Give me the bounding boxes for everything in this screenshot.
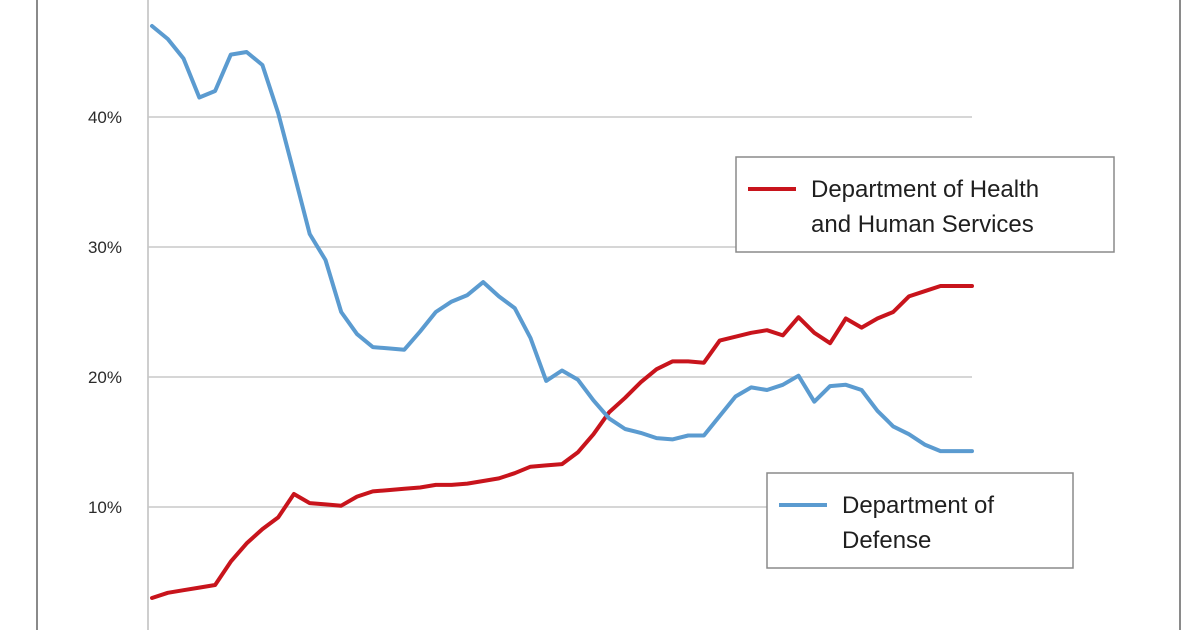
y-tick-label-10: 10% [88,498,122,517]
legend-label-defense-line-1: Department of [842,492,994,519]
y-tick-label-30: 30% [88,238,122,257]
legend-label-health-and-human-services-line-2: and Human Services [811,211,1034,238]
series-layer [150,24,974,600]
legend-label-defense-line-2: Defense [842,527,931,554]
series-line-defense [150,24,974,454]
legend-box-health-and-human-services [735,156,1115,253]
series-line-health-and-human-services [150,284,974,600]
legend-health-and-human-services: Department of Health and Human Services [735,156,1115,253]
y-tick-label-40: 40% [88,108,122,127]
y-tick-labels: 10% 20% 30% 40% [88,108,122,517]
legend-box-defense [766,472,1074,569]
y-tick-label-20: 20% [88,368,122,387]
legend-label-health-and-human-services-line-1: Department of Health [811,176,1039,203]
legend-defense: Department of Defense [766,472,1074,569]
